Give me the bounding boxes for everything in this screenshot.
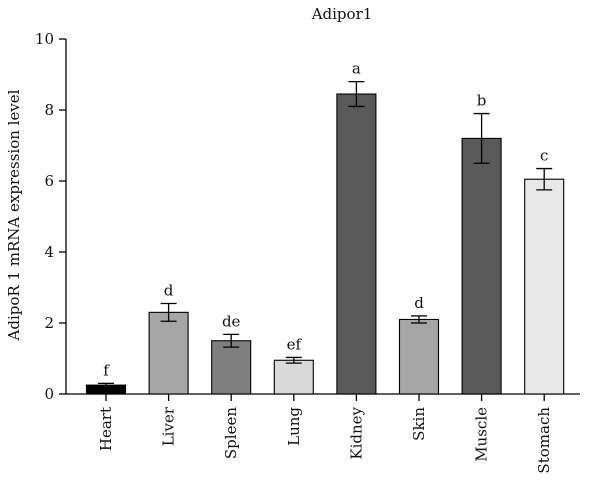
significance-label: a (352, 60, 361, 78)
significance-label: de (222, 312, 241, 330)
error-bars (98, 80, 553, 388)
significance-label: c (540, 147, 548, 165)
bar-skin (398, 318, 440, 395)
bars (85, 93, 565, 395)
x-tick-label: Liver (160, 406, 178, 446)
x-tick-label: Lung (285, 407, 303, 446)
x-tick-label: Spleen (222, 407, 240, 459)
significance-label: ef (287, 335, 303, 353)
bar-kidney (336, 93, 377, 395)
significance-label: d (414, 294, 424, 312)
significance-labels: f d de ef a d b c (103, 60, 548, 380)
x-ticks: Heart Liver Spleen Lung Kidney Skin Muscle Stom… (97, 394, 553, 474)
chart-title: Adipor1 (311, 5, 373, 23)
x-tick-label: Stomach (535, 407, 553, 474)
significance-label: f (103, 361, 110, 379)
significance-label: b (477, 92, 487, 110)
y-tick-label: 10 (35, 30, 54, 48)
y-tick-label: 0 (44, 385, 54, 403)
bar-spleen (211, 340, 252, 395)
x-tick-label: Heart (97, 407, 115, 451)
significance-label: d (164, 281, 174, 299)
y-tick-label: 8 (44, 101, 54, 119)
x-tick-label: Muscle (473, 407, 491, 462)
y-tick-label: 2 (44, 314, 54, 332)
x-tick-label: Skin (410, 407, 428, 441)
bar-lung (273, 359, 314, 395)
y-tick-label: 6 (44, 172, 54, 190)
y-axis-label: AdipoR 1 mRNA expression level (5, 89, 23, 341)
bar-liver (148, 311, 189, 395)
y-ticks: 0 2 4 6 8 10 (35, 30, 66, 403)
y-tick-label: 4 (44, 243, 54, 261)
bar-muscle (461, 137, 502, 395)
x-tick-label: Kidney (347, 406, 365, 459)
bar-stomach (524, 178, 565, 395)
